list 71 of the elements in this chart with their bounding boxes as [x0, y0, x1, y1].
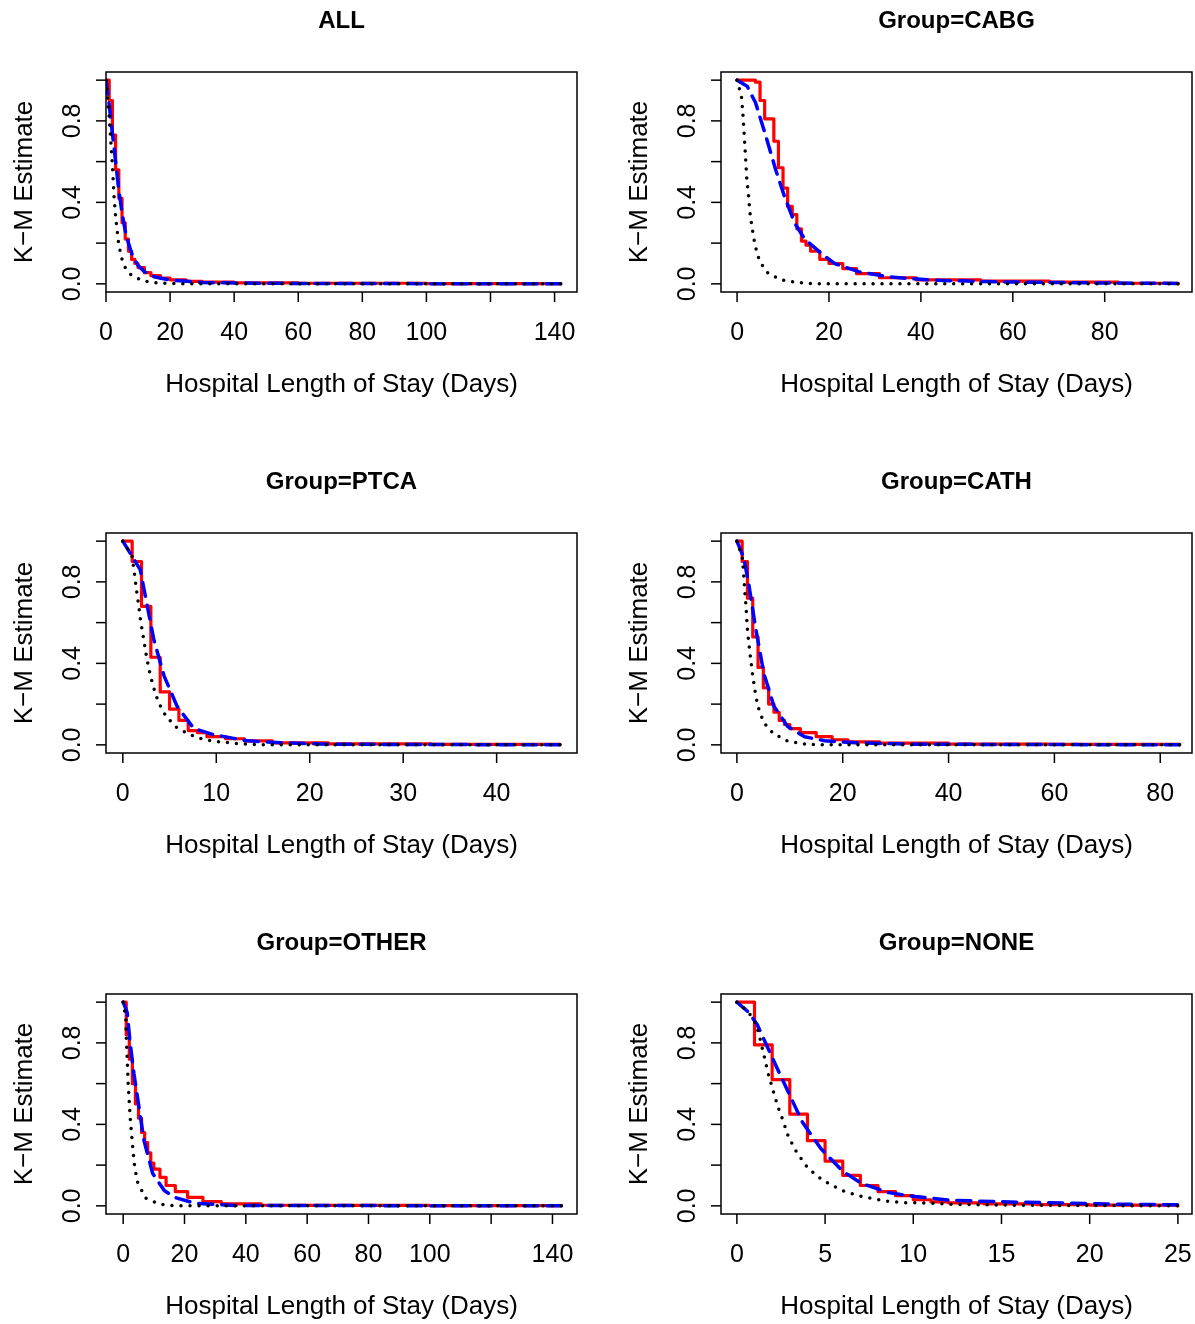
y-tick-label: 0.0 — [672, 266, 700, 302]
y-axis-title: K−M Estimate — [623, 1022, 653, 1186]
chart-title: Group=OTHER — [256, 928, 427, 955]
y-tick-label: 0.4 — [57, 184, 85, 220]
x-tick-label: 80 — [348, 317, 377, 345]
x-axis-title: Hospital Length of Stay (Days) — [165, 1290, 518, 1320]
x-tick-label: 0 — [116, 1239, 131, 1267]
x-tick-label: 20 — [295, 778, 324, 806]
y-tick-label: 0.0 — [57, 1188, 85, 1224]
x-tick-label: 0 — [115, 778, 130, 806]
x-tick-label: 20 — [828, 778, 857, 806]
x-tick-label: 100 — [405, 317, 448, 345]
x-axis-title: Hospital Length of Stay (Days) — [780, 1290, 1133, 1320]
y-axis-title: K−M Estimate — [623, 561, 653, 725]
x-tick-label: 0 — [729, 778, 744, 806]
x-tick-label: 30 — [389, 778, 418, 806]
x-tick-label: 0 — [730, 317, 745, 345]
y-tick-label: 0.4 — [672, 645, 700, 681]
y-tick-label: 0.8 — [672, 1025, 700, 1061]
x-tick-label: 0 — [729, 1239, 744, 1267]
x-tick-label: 20 — [170, 1239, 199, 1267]
x-tick-label: 80 — [1146, 778, 1175, 806]
x-tick-label: 40 — [220, 317, 249, 345]
x-tick-label: 60 — [284, 317, 313, 345]
x-tick-label: 40 — [482, 778, 511, 806]
x-tick-label: 40 — [934, 778, 963, 806]
x-tick-label: 140 — [533, 317, 576, 345]
x-tick-label: 0 — [99, 317, 113, 345]
y-tick-label: 0.8 — [672, 103, 700, 139]
chart-title: Group=CABG — [878, 6, 1035, 33]
y-tick-label: 0.4 — [672, 184, 700, 220]
x-axis-title: Hospital Length of Stay (Days) — [780, 368, 1133, 398]
y-tick-label: 0.8 — [57, 1025, 85, 1061]
x-tick-label: 20 — [156, 317, 184, 345]
x-tick-label: 40 — [906, 317, 935, 345]
x-axis-title: Hospital Length of Stay (Days) — [165, 368, 518, 398]
y-tick-label: 0.0 — [57, 266, 85, 302]
x-tick-label: 20 — [815, 317, 843, 345]
y-axis-title: K−M Estimate — [8, 1022, 38, 1186]
x-tick-label: 15 — [987, 1239, 1016, 1267]
y-tick-label: 0.4 — [57, 1106, 85, 1142]
x-axis-title: Hospital Length of Stay (Days) — [780, 829, 1133, 859]
y-tick-label: 0.4 — [672, 1106, 700, 1142]
x-axis-title: Hospital Length of Stay (Days) — [165, 829, 518, 859]
x-tick-label: 10 — [899, 1239, 928, 1267]
x-tick-label: 80 — [354, 1239, 383, 1267]
x-tick-label: 60 — [998, 317, 1027, 345]
y-axis-title: K−M Estimate — [623, 100, 653, 264]
chart-title: Group=PTCA — [265, 467, 418, 494]
x-tick-label: 5 — [818, 1239, 833, 1267]
y-tick-label: 0.8 — [672, 564, 700, 600]
y-tick-label: 0.8 — [57, 564, 85, 600]
x-tick-label: 25 — [1163, 1239, 1192, 1267]
x-tick-label: 20 — [1075, 1239, 1104, 1267]
x-tick-label: 60 — [1040, 778, 1069, 806]
y-axis-title: K−M Estimate — [8, 100, 38, 264]
x-tick-label: 80 — [1090, 317, 1119, 345]
chart-title: ALL — [318, 6, 365, 33]
y-axis-title: K−M Estimate — [8, 561, 38, 725]
chart-title: Group=CATH — [881, 467, 1032, 494]
y-tick-label: 0.0 — [57, 727, 85, 763]
x-tick-label: 60 — [293, 1239, 322, 1267]
x-tick-label: 100 — [408, 1239, 451, 1267]
x-tick-label: 10 — [202, 778, 231, 806]
y-tick-label: 0.0 — [672, 727, 700, 763]
x-tick-label: 40 — [231, 1239, 260, 1267]
y-tick-label: 0.4 — [57, 645, 85, 681]
x-tick-label: 140 — [531, 1239, 574, 1267]
y-tick-label: 0.8 — [57, 103, 85, 139]
chart-title: Group=NONE — [878, 928, 1035, 955]
y-tick-label: 0.0 — [672, 1188, 700, 1224]
